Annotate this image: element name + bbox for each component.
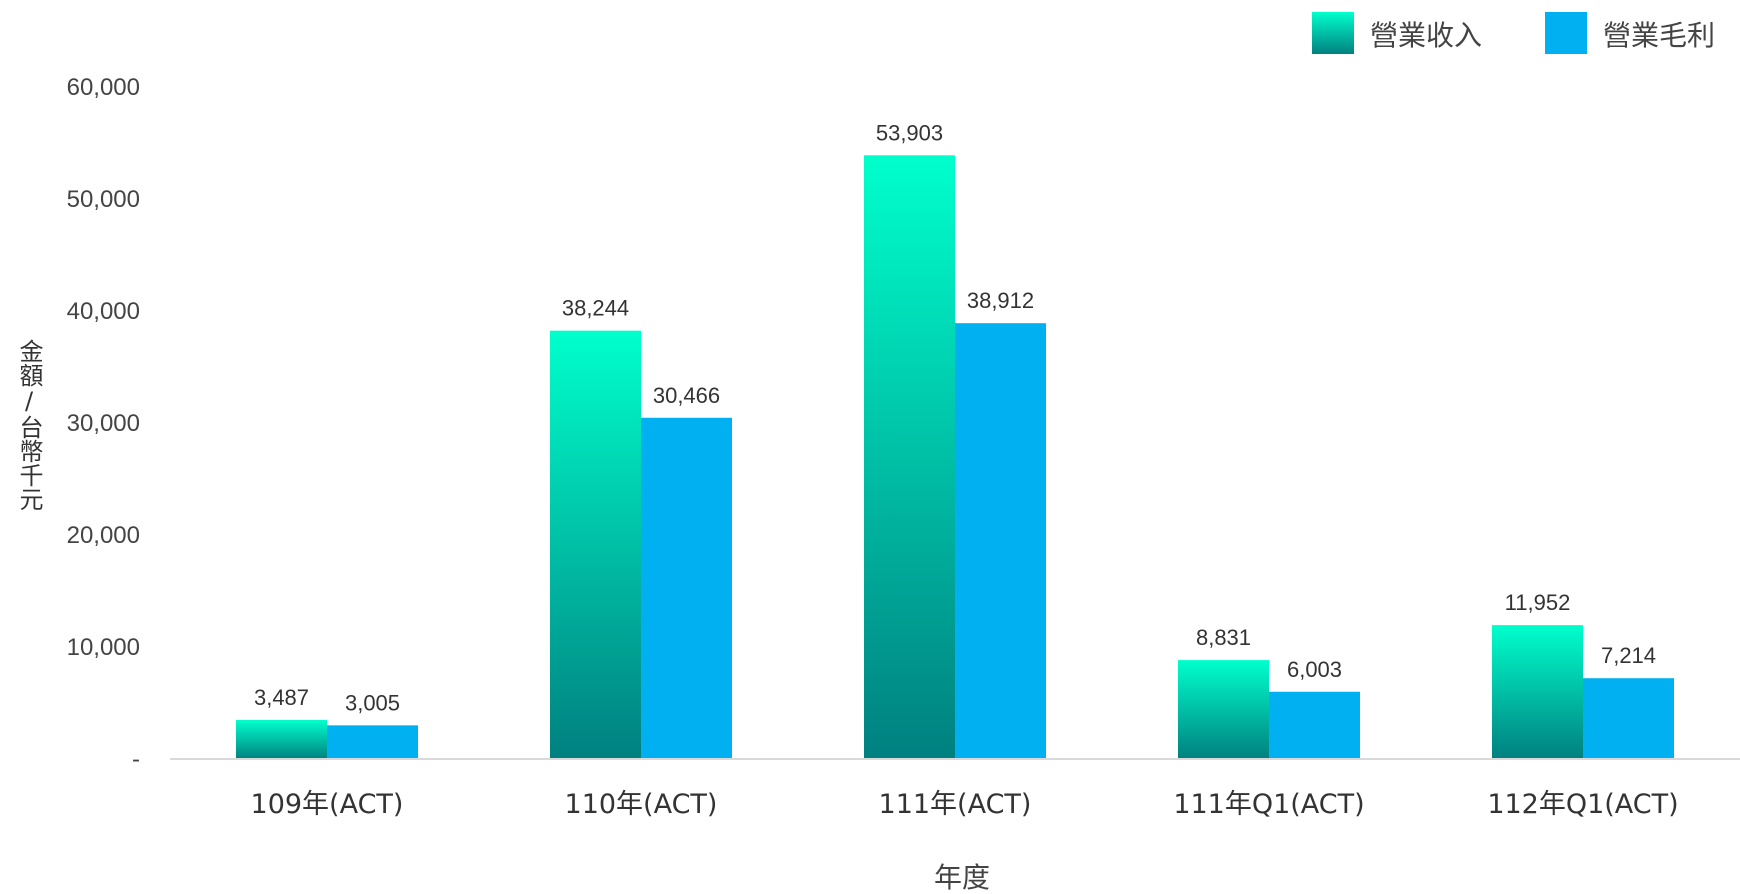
legend-label-gross-profit: 營業毛利	[1603, 19, 1715, 52]
data-label-gross-profit-1: 30,466	[653, 383, 720, 408]
y-axis-ticks: - 10,000 20,000 30,000 40,000 50,000 60,000	[67, 74, 140, 773]
legend-label-revenue: 營業收入	[1370, 19, 1482, 52]
y-tick-label-4: 40,000	[67, 298, 140, 325]
data-label-gross-profit-0: 3,005	[345, 690, 400, 715]
data-label-gross-profit-4: 7,214	[1601, 643, 1656, 668]
y-tick-label-0: -	[132, 746, 140, 773]
legend: 營業收入 營業毛利	[1312, 12, 1715, 54]
bar-revenue-1	[550, 330, 641, 759]
bar-gross-profit-1	[641, 417, 732, 759]
bars	[236, 155, 1674, 760]
x-tick-label-2: 111年(ACT)	[879, 789, 1032, 820]
legend-swatch-revenue	[1312, 12, 1354, 54]
y-tick-label-5: 50,000	[67, 186, 140, 213]
x-axis-ticks: 109年(ACT) 110年(ACT) 111年(ACT) 111年Q1(ACT) 11…	[251, 789, 1679, 820]
data-label-revenue-4: 11,952	[1505, 590, 1571, 615]
data-label-revenue-2: 53,903	[876, 120, 943, 145]
bar-gross-profit-4	[1583, 678, 1674, 759]
data-label-revenue-3: 8,831	[1196, 625, 1251, 650]
bar-revenue-0	[236, 719, 327, 759]
data-label-gross-profit-3: 6,003	[1287, 657, 1342, 682]
legend-swatch-gross-profit	[1545, 12, 1587, 54]
bar-gross-profit-2	[955, 323, 1046, 759]
y-tick-label-3: 30,000	[67, 410, 140, 437]
y-axis-title: 金額/台幣千元	[15, 339, 43, 511]
y-tick-label-2: 20,000	[67, 522, 140, 549]
y-tick-label-1: 10,000	[67, 634, 140, 661]
bar-gross-profit-0	[327, 725, 418, 759]
data-label-revenue-0: 3,487	[254, 685, 309, 710]
data-labels: 3,487 3,005 38,244 30,466 53,903 38,912 8,831 6…	[254, 120, 1656, 715]
bar-revenue-4	[1492, 625, 1583, 759]
bar-revenue-3	[1178, 660, 1269, 759]
x-tick-label-4: 112年Q1(ACT)	[1487, 789, 1678, 820]
y-tick-label-6: 60,000	[67, 74, 140, 101]
data-label-gross-profit-2: 38,912	[967, 288, 1034, 313]
bar-revenue-2	[864, 155, 955, 760]
x-tick-label-1: 110年(ACT)	[565, 789, 718, 820]
data-label-revenue-1: 38,244	[562, 296, 629, 321]
x-axis-title: 年度	[934, 861, 990, 894]
bar-gross-profit-3	[1269, 691, 1360, 759]
x-tick-label-3: 111年Q1(ACT)	[1173, 789, 1364, 820]
x-tick-label-0: 109年(ACT)	[251, 789, 404, 820]
